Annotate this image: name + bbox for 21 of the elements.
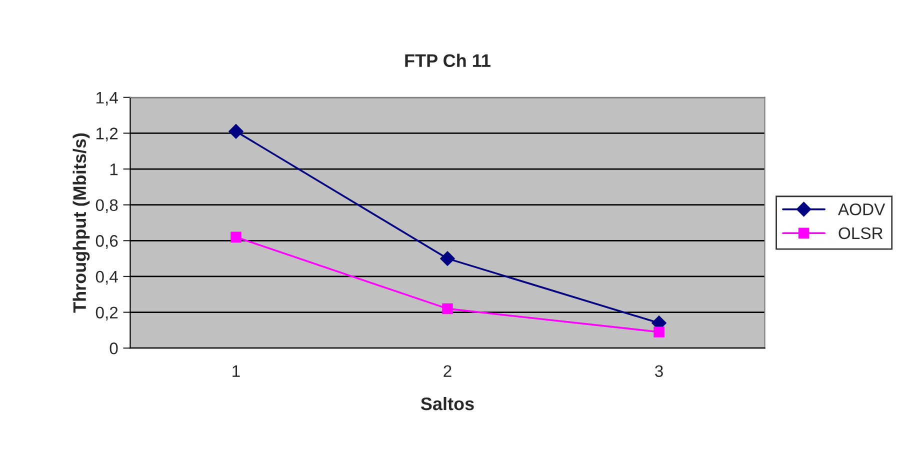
point (230, 232, 242, 242)
legend-label: OLSR (838, 227, 883, 240)
x-axis-title: Saltos (420, 396, 474, 410)
point (228, 124, 244, 139)
x-tick-label: 2 (444, 365, 452, 377)
point (654, 326, 664, 338)
y-tick-label: 1,2 (96, 128, 118, 142)
y-tick-label: 1,4 (96, 92, 118, 106)
y-tick-label: 0,4 (96, 270, 118, 285)
y-axis-title: Throughput (Mbits/s) (72, 133, 90, 313)
point (442, 303, 453, 314)
x-tick-label: 1 (232, 365, 240, 377)
y-tick-label: 0,6 (96, 235, 118, 249)
y-tick-label: 1 (110, 164, 118, 176)
point (440, 251, 455, 266)
y-tick-label: 0,8 (96, 199, 118, 214)
x-tick-label: 3 (655, 365, 663, 378)
chart-title: FTP Ch 11 (405, 54, 490, 68)
legend-label: AODV (838, 203, 886, 216)
y-tick-label: 0,2 (96, 306, 118, 320)
y-tick-label: 0 (110, 342, 118, 354)
